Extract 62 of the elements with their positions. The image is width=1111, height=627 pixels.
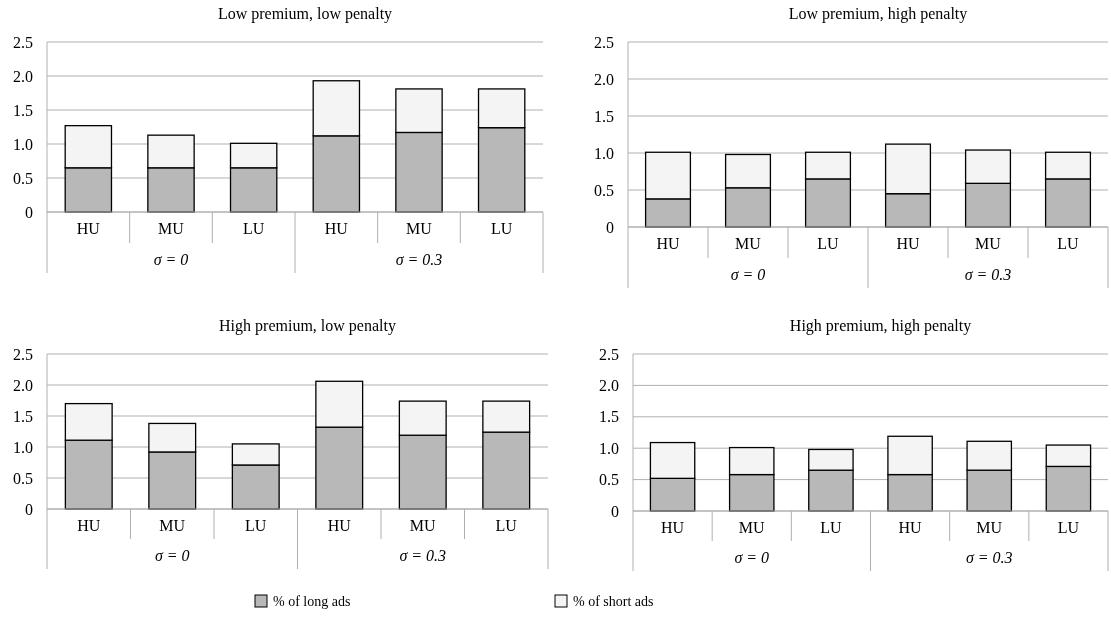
x-tick-label: HU <box>656 235 680 252</box>
x-tick-label: HU <box>661 519 685 536</box>
x-tick-label: LU <box>820 519 843 536</box>
text: σ = 0.3 <box>964 266 1012 283</box>
x-tick-label: HU <box>896 235 920 252</box>
y-tick-label: 1.5 <box>594 107 614 125</box>
text: σ = 0 <box>153 251 189 268</box>
x-tick-label: MU <box>975 235 1002 252</box>
x-tick-label: LU <box>1057 235 1080 252</box>
x-tick-label: MU <box>976 519 1003 536</box>
x-tick-label: MU <box>406 220 433 237</box>
x-tick-label: HU <box>327 517 352 534</box>
legend-label: % of long ads <box>273 594 351 609</box>
text: σ = 0.3 <box>965 549 1013 566</box>
y-tick-label: 2.0 <box>594 70 614 88</box>
y-tick-label: 2.5 <box>13 345 33 363</box>
chart-title: High premium, high penalty <box>789 317 972 335</box>
y-tick-label: 0 <box>25 500 33 518</box>
y-tick-label: 1.5 <box>599 408 619 426</box>
x-tick-label: MU <box>159 517 186 534</box>
chart-title: Low premium, high penalty <box>788 5 968 23</box>
x-tick-label: HU <box>324 220 349 237</box>
y-tick-label: 1.0 <box>599 439 619 457</box>
y-tick-label: 1.0 <box>13 438 33 456</box>
y-tick-label: 0 <box>25 203 33 221</box>
y-tick-label: 0 <box>611 502 619 520</box>
x-tick-label: MU <box>738 519 766 536</box>
x-tick-label: HU <box>898 519 923 536</box>
x-tick-label: LU <box>1057 519 1080 536</box>
text: σ = 0.3 <box>399 547 447 564</box>
x-tick-label: LU <box>491 220 513 237</box>
x-tick-label: LU <box>495 517 518 534</box>
x-tick-label: MU <box>158 220 185 237</box>
chart-title: High premium, low penalty <box>219 317 396 335</box>
y-tick-label: 0 <box>606 218 614 236</box>
y-tick-label: 1.5 <box>13 101 33 119</box>
x-tick-label: LU <box>817 235 840 252</box>
x-tick-label: LU <box>243 220 265 237</box>
y-tick-label: 2.0 <box>599 377 619 395</box>
x-tick-label: HU <box>76 220 101 237</box>
y-tick-label: 2.0 <box>13 67 33 85</box>
x-tick-label: HU <box>77 517 101 534</box>
x-tick-label: MU <box>409 517 437 534</box>
y-tick-label: 0.5 <box>13 169 33 187</box>
chart-title: Low premium, low penalty <box>217 5 393 23</box>
y-tick-label: 0.5 <box>599 471 619 489</box>
y-tick-label: 1.0 <box>13 135 33 153</box>
y-tick-label: 1.5 <box>13 407 33 425</box>
y-tick-label: 0.5 <box>594 181 614 199</box>
y-tick-label: 2.0 <box>13 376 33 394</box>
y-tick-label: 2.5 <box>13 33 33 51</box>
legend-label: % of short ads <box>573 594 654 609</box>
text: σ = 0.3 <box>395 251 443 268</box>
text: σ = 0 <box>730 266 766 283</box>
y-tick-label: 1.0 <box>594 144 614 162</box>
text: σ = 0 <box>154 547 190 564</box>
y-tick-label: 0.5 <box>13 469 33 487</box>
x-tick-label: LU <box>245 517 267 534</box>
text: σ = 0 <box>734 549 770 566</box>
y-tick-label: 2.5 <box>599 345 619 363</box>
y-tick-label: 2.5 <box>594 33 614 51</box>
x-tick-label: MU <box>735 235 762 252</box>
